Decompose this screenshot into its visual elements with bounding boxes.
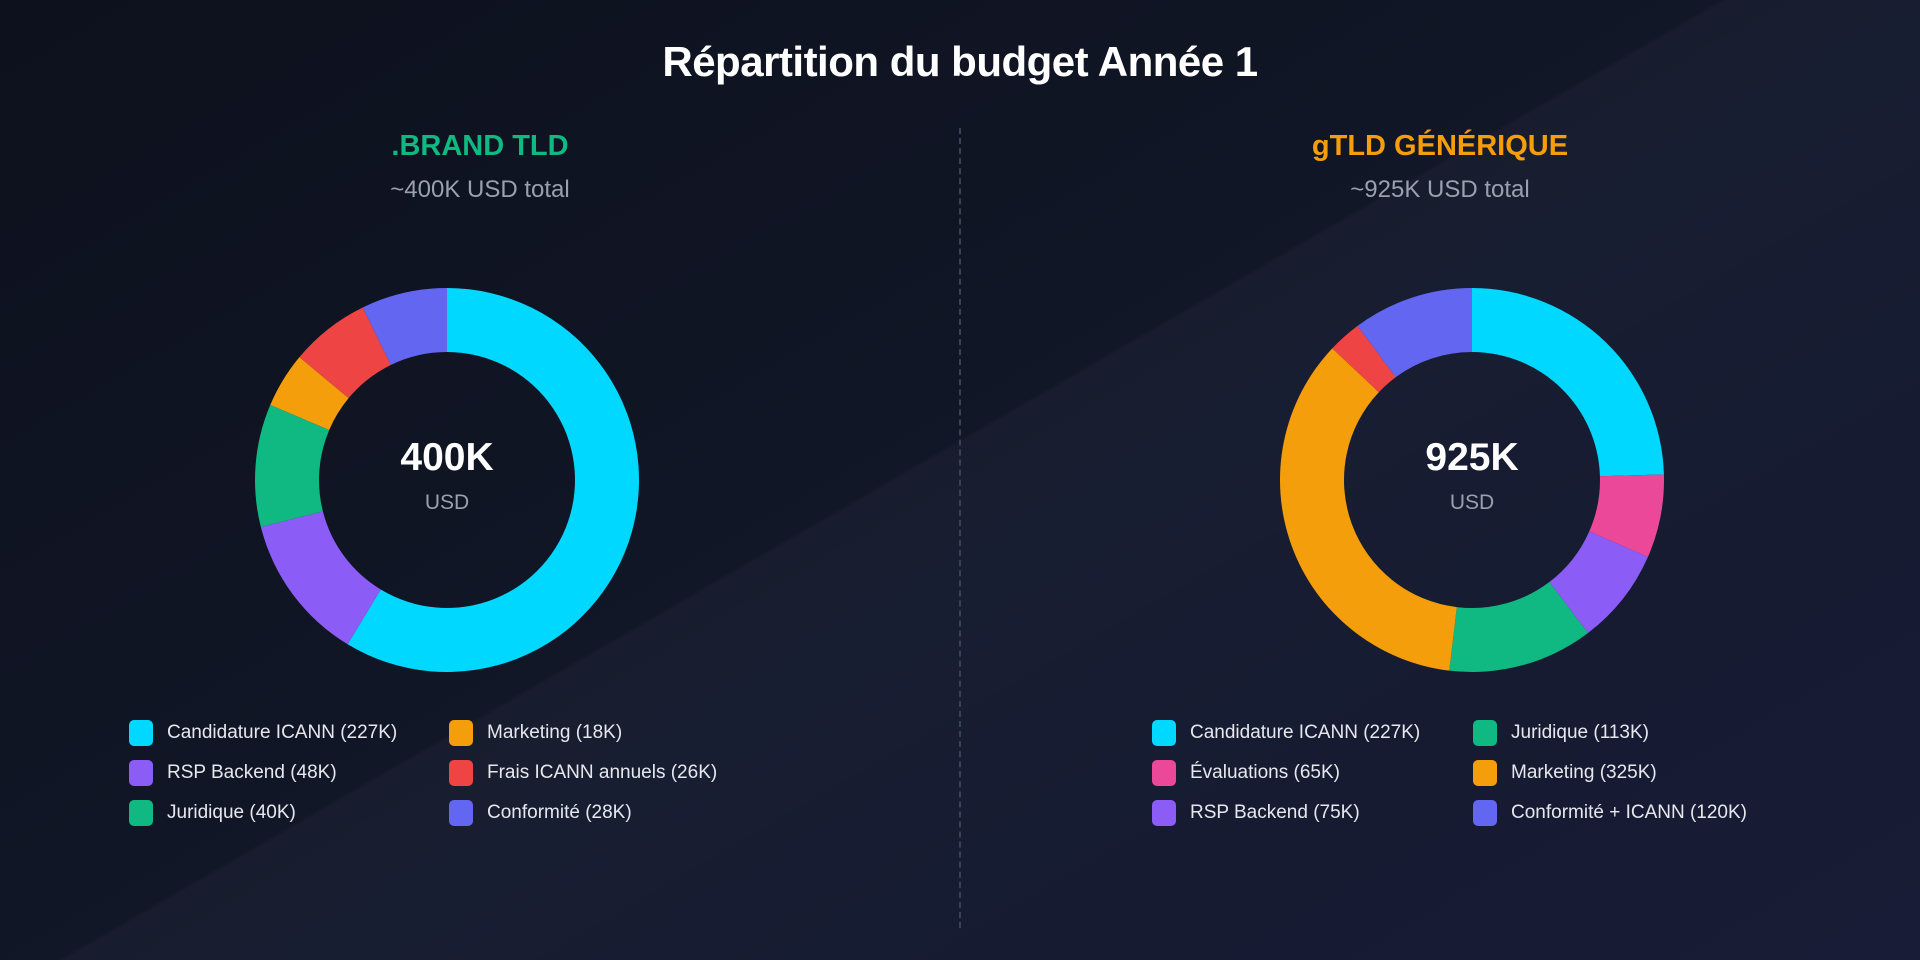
- legend-item: Conformité (28K): [449, 800, 632, 826]
- legend-label: Juridique (113K): [1511, 722, 1650, 743]
- donut-slice-marketing: [270, 357, 349, 430]
- donut-chart: [1280, 288, 1664, 672]
- legend-label: Frais ICANN annuels (26K): [487, 762, 718, 783]
- panel-title: .BRAND TLD: [391, 130, 569, 162]
- legend-label: RSP Backend (75K): [1190, 802, 1360, 823]
- donut-slice-rsp-backend: [260, 511, 381, 645]
- donut-slice-juridique: [1449, 581, 1588, 672]
- legend-item: Marketing (325K): [1473, 760, 1657, 786]
- donut-slice--valuations: [1589, 474, 1664, 557]
- legend-label: Candidature ICANN (227K): [1190, 722, 1421, 743]
- divider: [959, 128, 961, 928]
- legend-swatch: [129, 800, 153, 826]
- legend-swatch: [449, 760, 473, 786]
- legend-swatch: [1473, 800, 1497, 826]
- donut-slice-candidature-icann: [347, 288, 639, 672]
- legend-swatch: [129, 760, 153, 786]
- center-value: 925K: [1425, 436, 1519, 479]
- legend-label: Marketing (18K): [487, 722, 623, 743]
- donut-slice-conformit-icann: [1357, 288, 1472, 378]
- legend-label: Évaluations (65K): [1190, 762, 1340, 783]
- donut-slice-rsp-backend: [1549, 531, 1648, 633]
- legend-item: Candidature ICANN (227K): [129, 720, 397, 746]
- panel-subtitle: ~400K USD total: [390, 176, 570, 203]
- legend-label: Conformité (28K): [487, 802, 632, 823]
- legend-swatch: [449, 800, 473, 826]
- donut-slice-candidature-icann: [1472, 288, 1664, 477]
- legend-label: RSP Backend (48K): [167, 762, 337, 783]
- legend-item: Évaluations (65K): [1152, 760, 1340, 786]
- center-unit: USD: [1449, 491, 1495, 514]
- page-title: Répartition du budget Année 1: [662, 38, 1258, 85]
- legend-label: Juridique (40K): [167, 802, 296, 823]
- legend-swatch: [449, 720, 473, 746]
- legend-swatch: [1473, 720, 1497, 746]
- panel-subtitle: ~925K USD total: [1350, 176, 1530, 203]
- legend-label: Candidature ICANN (227K): [167, 722, 398, 743]
- legend-item: Juridique (113K): [1473, 720, 1649, 746]
- legend-swatch: [1152, 760, 1176, 786]
- donut-slice-marketing: [1280, 348, 1457, 671]
- brand-panel: .BRAND TLD ~400K USD total 400K USD Cand…: [129, 130, 717, 826]
- legend-item: RSP Backend (75K): [1152, 800, 1360, 826]
- legend-item: Conformité + ICANN (120K): [1473, 800, 1747, 826]
- legend-item: Candidature ICANN (227K): [1152, 720, 1420, 746]
- donut-chart: [255, 288, 639, 672]
- gtld-panel: gTLD GÉNÉRIQUE ~925K USD total 925K USD …: [960, 0, 1920, 960]
- legend-label: Conformité + ICANN (120K): [1511, 802, 1747, 823]
- donut-slice-juridique: [255, 404, 330, 528]
- legend-item: RSP Backend (48K): [129, 760, 337, 786]
- center-value: 400K: [400, 436, 494, 479]
- legend-item: Juridique (40K): [129, 800, 296, 826]
- legend-label: Marketing (325K): [1511, 762, 1657, 783]
- donut-slice-segment-5: [1332, 325, 1396, 393]
- legend-item: Frais ICANN annuels (26K): [449, 760, 717, 786]
- legend-swatch: [1473, 760, 1497, 786]
- legend-swatch: [1152, 720, 1176, 746]
- legend-swatch: [129, 720, 153, 746]
- legend-item: Marketing (18K): [449, 720, 622, 746]
- legend-swatch: [1152, 800, 1176, 826]
- donut-slice-conformit-: [362, 288, 447, 365]
- center-unit: USD: [424, 491, 470, 514]
- panel-title: gTLD GÉNÉRIQUE: [1311, 130, 1569, 162]
- donut-slice-frais-icann-annuels: [299, 307, 391, 399]
